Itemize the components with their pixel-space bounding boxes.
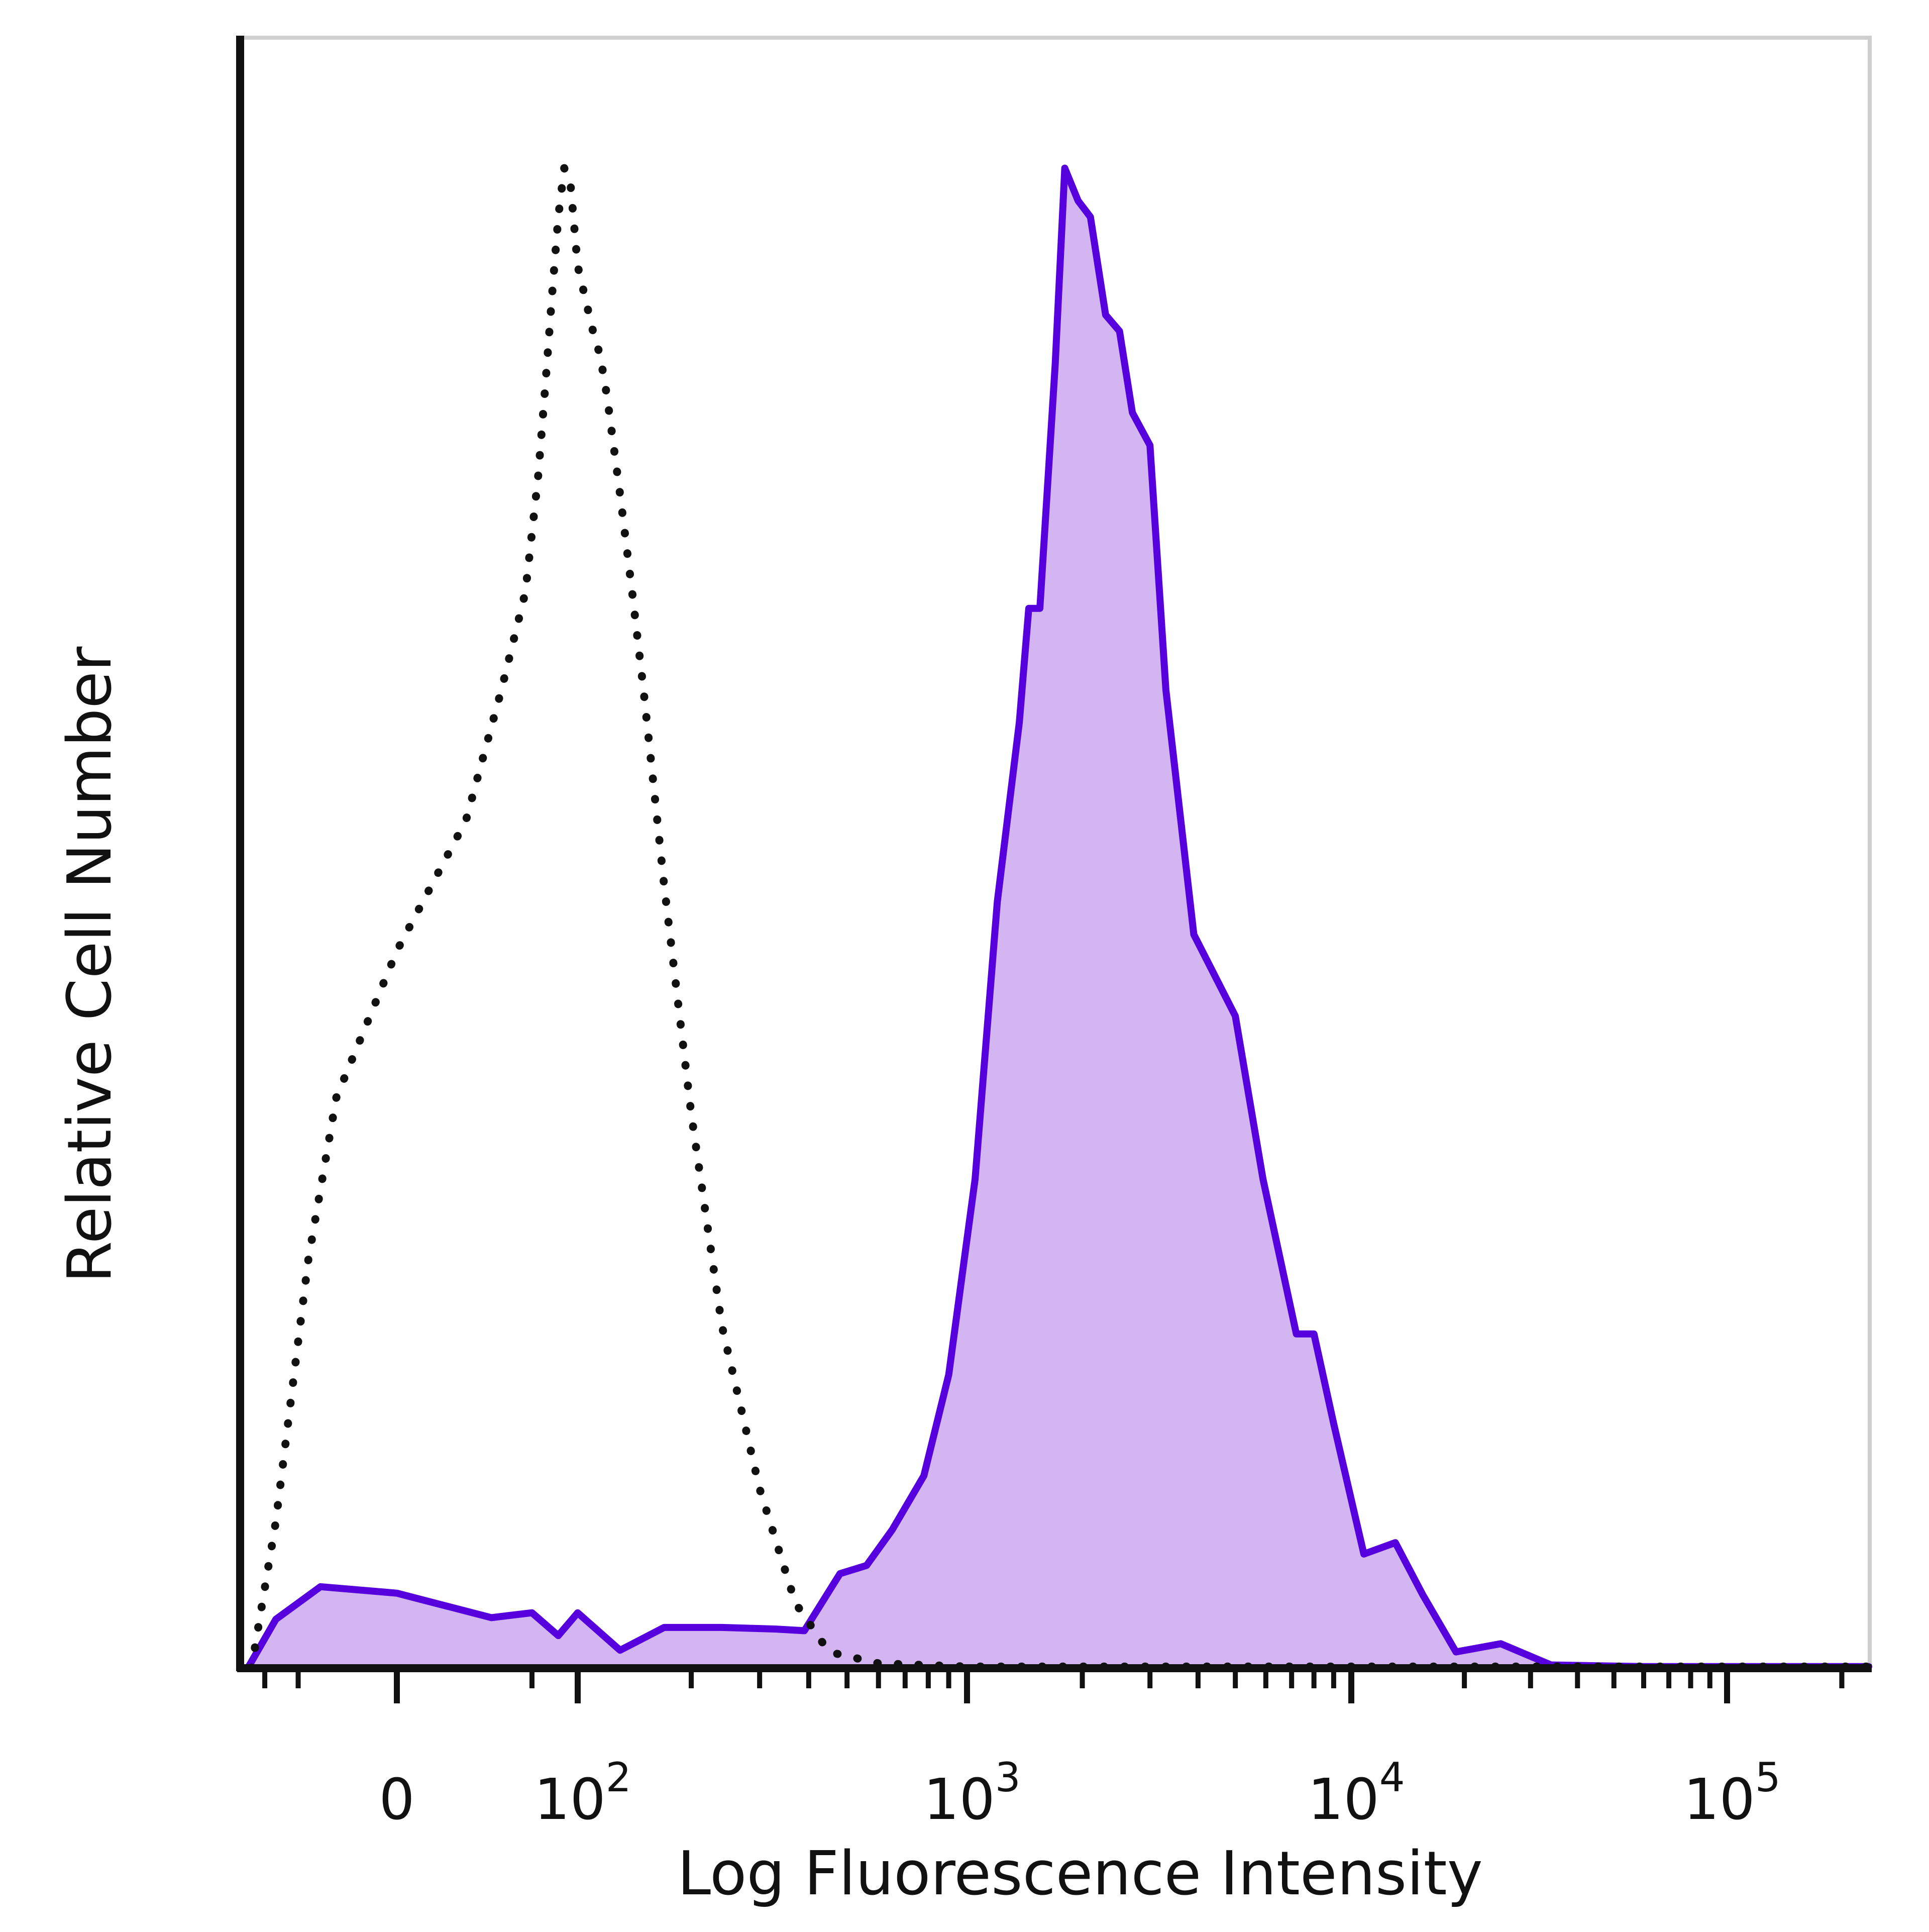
x-tick-label: 0 <box>379 1767 414 1833</box>
stained-histogram-line <box>244 164 1872 1672</box>
stained-histogram-fill <box>248 168 1869 1668</box>
isotype-control-dotted-line <box>247 164 1873 1672</box>
x-tick-label: 105 <box>1683 1754 1780 1833</box>
x-axis-title: Log Fluorescence Intensity <box>677 1839 1482 1909</box>
x-tick-label: 103 <box>923 1754 1020 1833</box>
x-tick-label: 104 <box>1308 1754 1405 1833</box>
x-tick-layer: 0 102 103 104 105 <box>262 1668 1845 1833</box>
y-axis-title: Relative Cell Number <box>55 646 125 1283</box>
axes-layer <box>236 36 1872 1672</box>
x-tick-label: 102 <box>534 1754 631 1833</box>
series-layer <box>244 164 1873 1672</box>
